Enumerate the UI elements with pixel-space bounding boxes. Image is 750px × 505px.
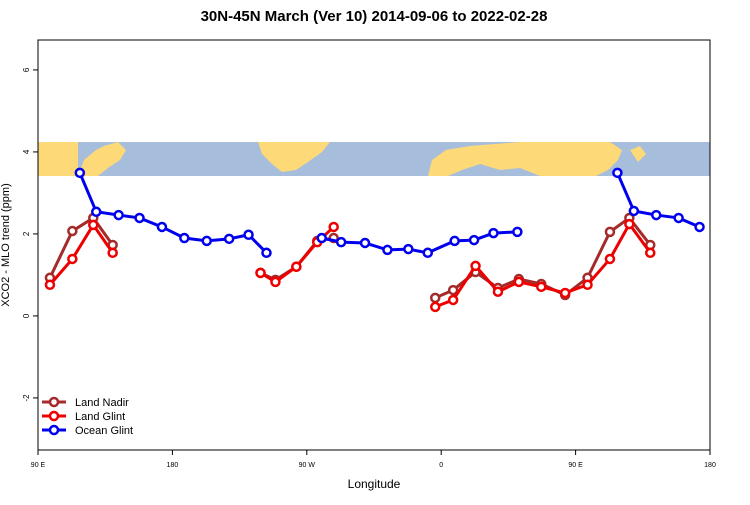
data-point [645,247,656,259]
data-point [44,279,56,291]
data-point [67,253,78,265]
y-axis-label: XCO2 - MLO trend (ppm) [0,183,12,306]
data-point [179,232,190,244]
data-point [255,267,266,279]
data-point [359,237,371,249]
legend-label: Ocean Glint [75,425,133,437]
data-point [90,206,102,218]
data-point [449,235,460,247]
map-land [258,142,330,172]
y-tick-label: 2 [22,231,31,236]
y-tick-label: 0 [22,313,31,318]
data-point [447,294,459,306]
map-strip [38,142,710,176]
data-point [447,284,459,296]
data-point [429,292,441,304]
series-line [48,215,652,300]
data-point [107,247,118,259]
data-point [673,212,684,224]
data-point [156,221,168,233]
map-land [38,142,78,176]
data-point [88,219,99,231]
data-point [429,301,441,313]
data-point [488,227,499,239]
data-point [624,218,635,230]
legend-marker [48,410,60,422]
x-tick-label: 90 E [31,462,46,469]
data-point [243,229,254,240]
data-point [382,244,393,256]
plot-frame [37,39,711,451]
chart-title: 30N-45N March (Ver 10) 2014-09-06 to 202… [201,8,548,25]
data-point [492,286,504,297]
legend-label: Land Nadir [75,397,129,409]
data-point [316,232,327,244]
x-tick-label: 90 W [299,462,316,469]
map-land [428,142,575,176]
data-point [650,209,662,221]
data-point [223,233,235,245]
data-point [270,276,281,288]
data-point [582,279,593,291]
data-point [694,221,705,233]
data-point [512,226,523,238]
data-point [468,234,480,246]
map-land [575,142,622,176]
data-point [422,247,434,259]
data-point [113,209,124,221]
x-tick-label: 90 E [568,462,583,469]
data-point [335,236,347,248]
data-point [604,253,616,265]
data-point [513,276,525,288]
x-tick-label: 180 [167,462,179,469]
data-point [536,281,547,293]
data-point [261,247,272,259]
y-tick-label: -2 [22,394,31,402]
data-point [328,221,339,233]
data-point [134,212,145,224]
x-tick-label: 0 [439,462,443,469]
x-tick-label: 180 [704,462,716,469]
map-land [630,146,646,162]
map-land [78,142,126,176]
data-point [559,287,571,299]
legend-label: Land Glint [75,411,125,423]
data-point [74,167,86,179]
legend: Land Nadir Land Glint Ocean Glint [42,396,133,437]
data-point [201,235,212,247]
y-tick-label: 4 [22,149,31,154]
legend-marker [48,424,60,436]
y-tick-label: 6 [22,67,31,72]
x-axis-label: Longitude [348,477,401,491]
legend-marker [48,396,60,408]
data-point [470,260,481,272]
data-point [403,243,414,255]
data-point [291,261,302,272]
data-point [628,205,640,217]
data-point [67,225,78,237]
data-point [612,167,623,179]
data-point [604,226,616,238]
